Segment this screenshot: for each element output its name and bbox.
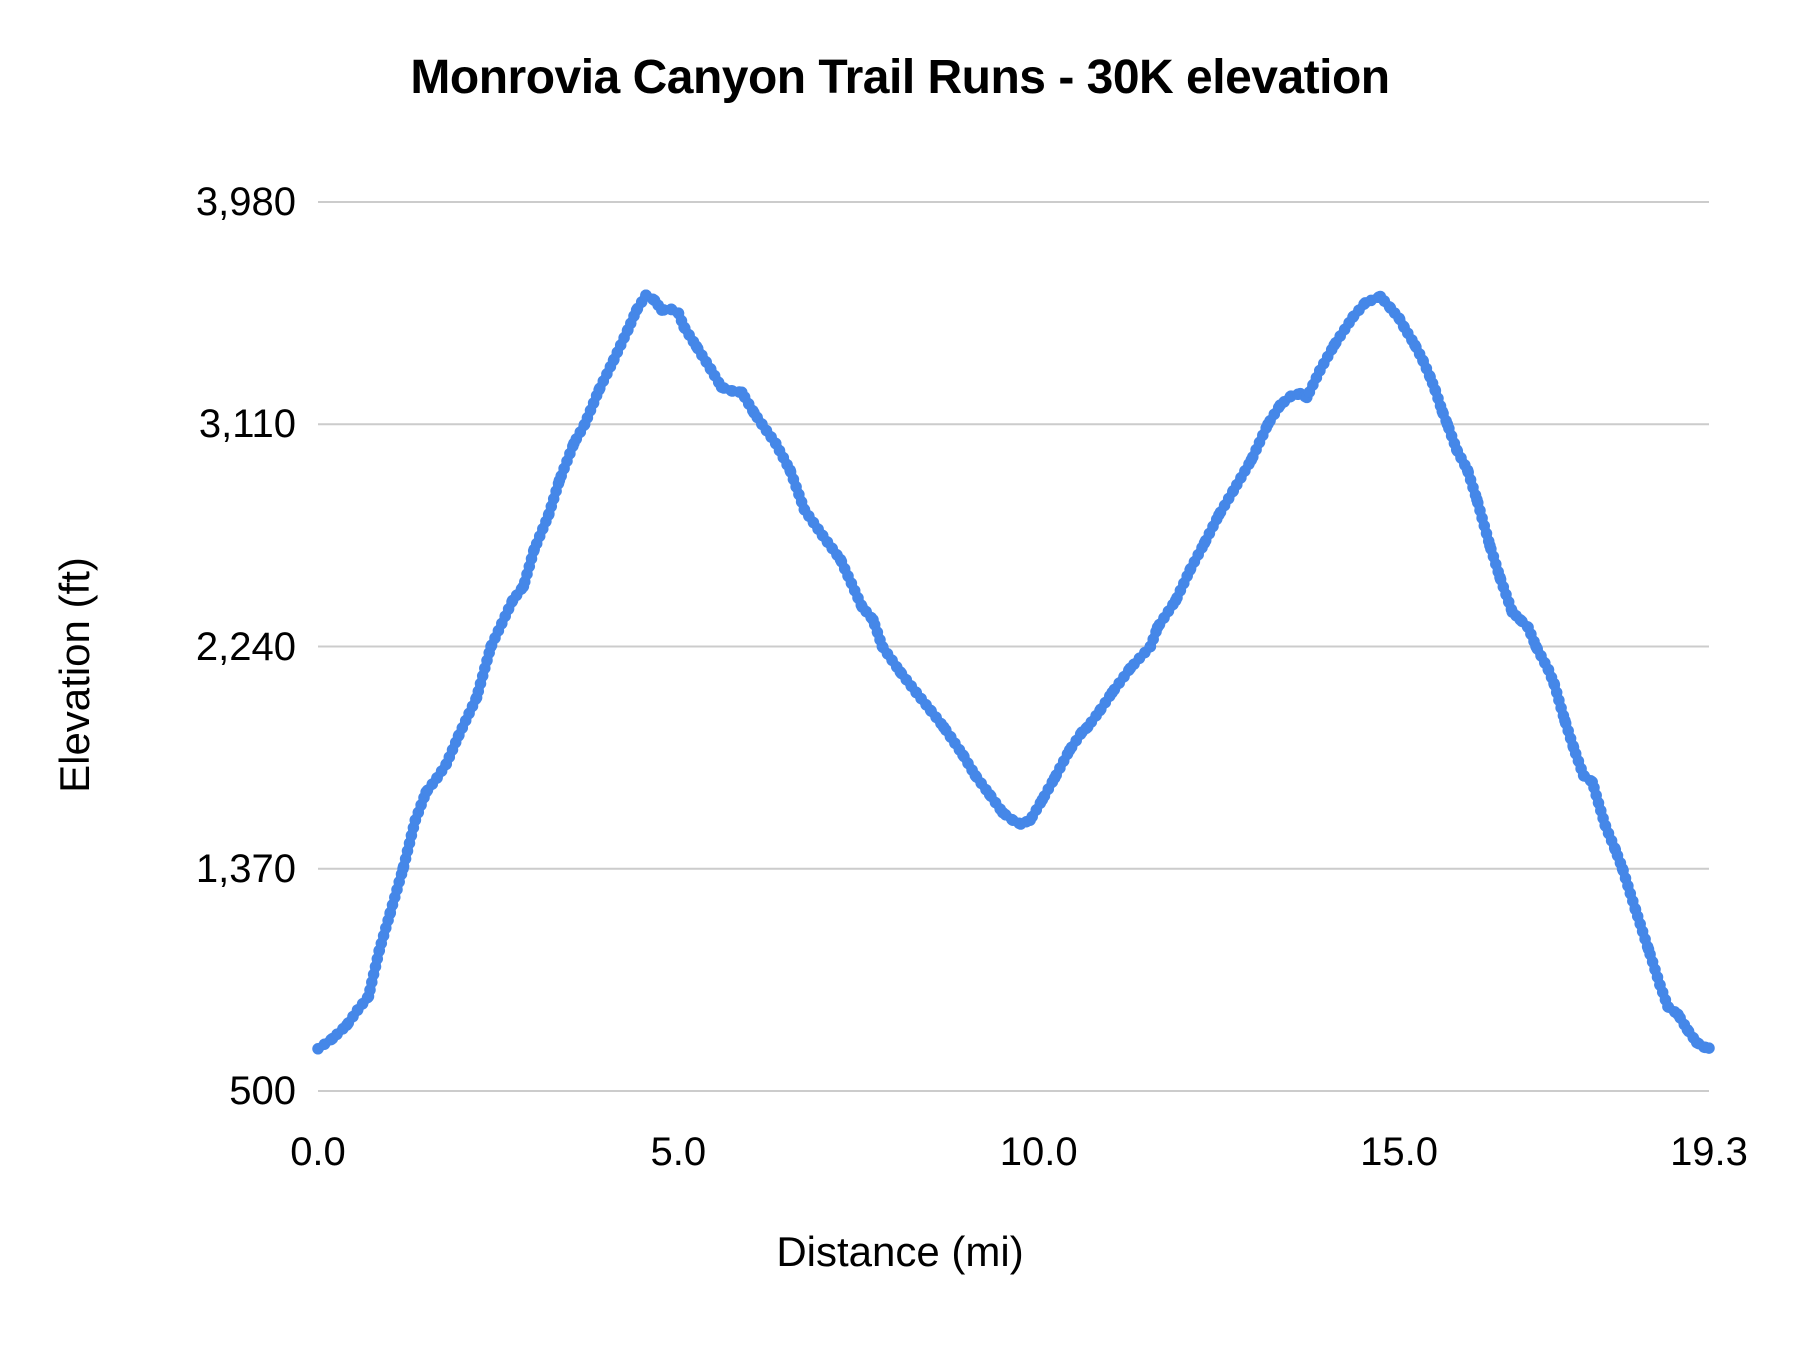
x-tick-label: 5.0 [650,1130,707,1174]
y-tick-label: 500 [229,1069,296,1113]
x-tick-label: 19.3 [1670,1130,1748,1174]
x-tick-label: 0.0 [290,1130,346,1174]
x-tick-label: 15.0 [1360,1130,1438,1174]
y-tick-label: 3,980 [195,180,296,224]
y-tick-label: 3,110 [198,402,296,447]
y-tick-label: 2,240 [195,624,296,669]
x-tick-label: 10.0 [999,1130,1078,1174]
y-axis-title: Elevation (ft) [51,557,98,793]
data-point-dot [1703,1042,1715,1054]
elevation-line [313,290,1714,1054]
chart-title: Monrovia Canyon Trail Runs - 30K elevati… [410,51,1390,104]
y-tick-label: 1,370 [195,846,296,891]
x-axis-title: Distance (mi) [776,1228,1024,1275]
elevation-line-dots [312,289,1715,1055]
